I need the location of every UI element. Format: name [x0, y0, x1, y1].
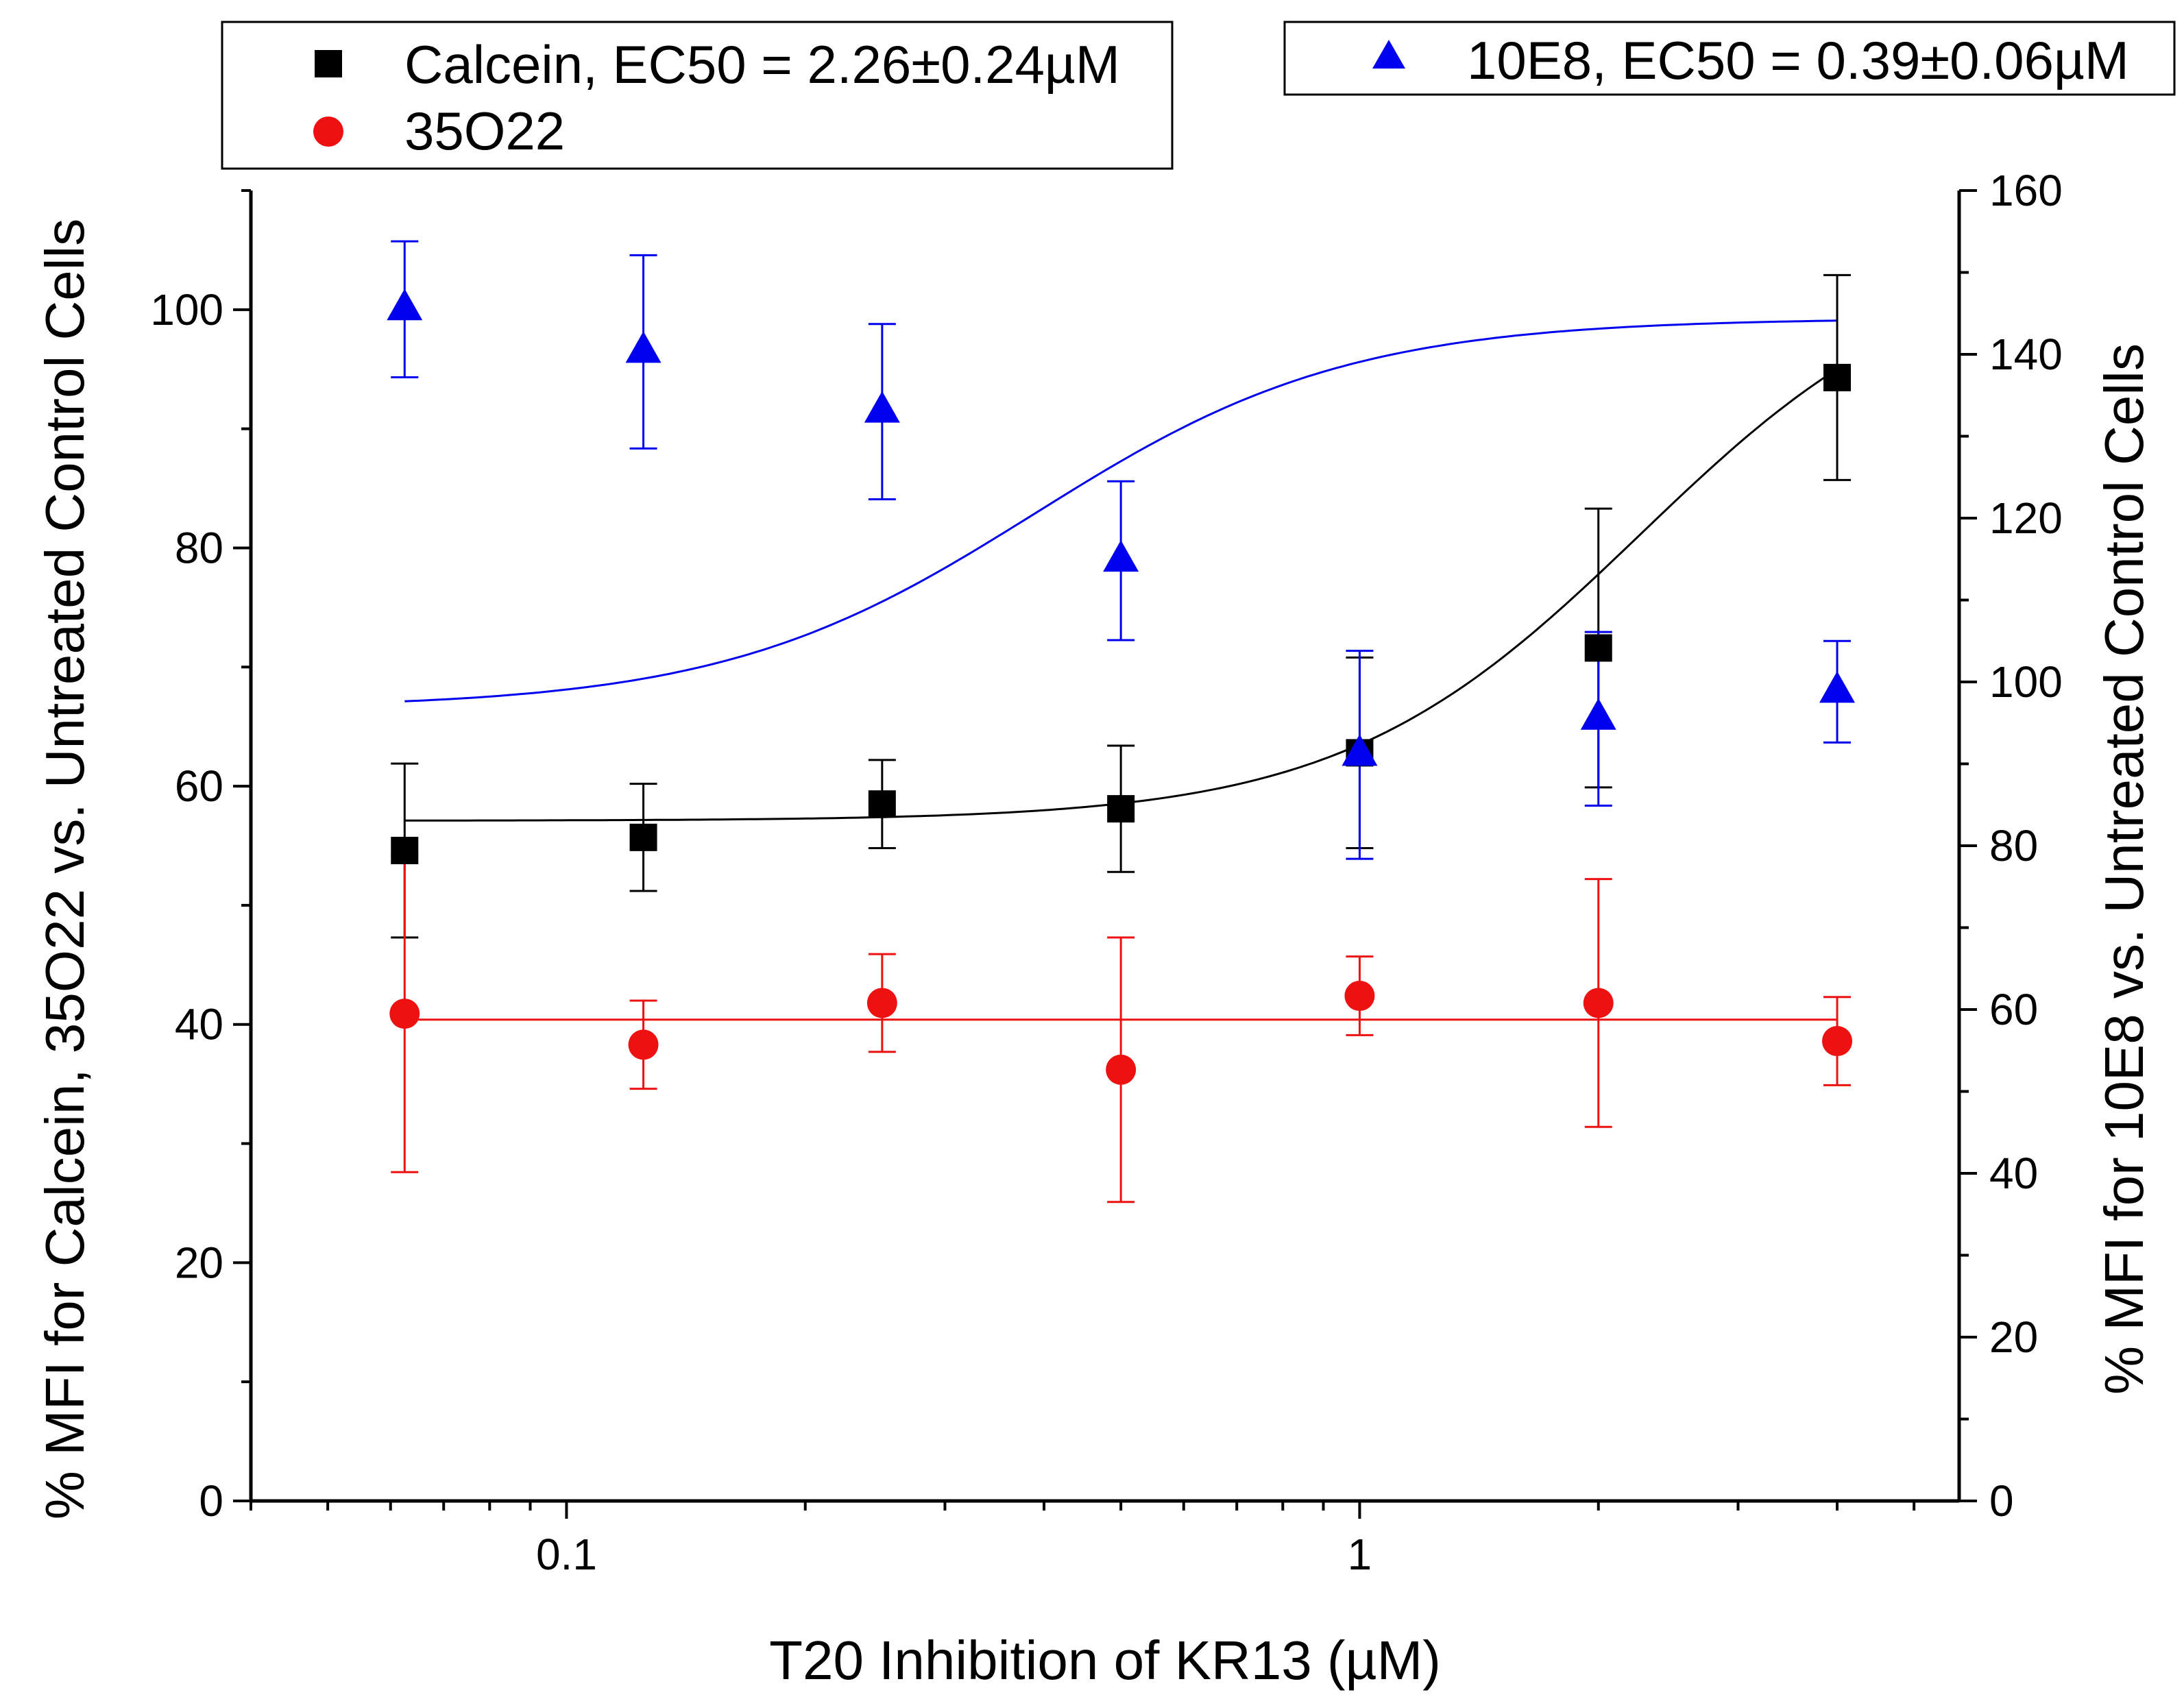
y-left-tick-label: 80 [175, 523, 223, 572]
data-markers [387, 289, 1856, 1085]
point-calcein [391, 836, 419, 864]
axis-ticks: 0.1 1 0 20 40 60 80 100 0 20 40 60 80 100 120 140 160 [150, 166, 2063, 1579]
point-calcein [629, 823, 657, 851]
fit-curve-10e8 [404, 319, 1838, 702]
x-axis-title: T20 Inhibition of KR13 (µM) [769, 1630, 1441, 1691]
point-35o22 [1822, 1026, 1853, 1057]
y-right-tick-label: 140 [1989, 330, 2063, 379]
point-35o22 [866, 988, 897, 1018]
legend-calcein-label: Calcein, EC50 = 2.26±0.24µM [404, 34, 1120, 95]
point-10e8 [625, 331, 662, 363]
right-axis-title: % MFI for 10E8 vs. Untreated Control Cel… [2094, 343, 2155, 1395]
y-right-tick-label: 100 [1989, 657, 2063, 707]
y-right-tick-label: 120 [1989, 493, 2063, 543]
point-35o22 [389, 999, 420, 1029]
y-right-tick-label: 40 [1989, 1149, 2038, 1198]
point-calcein [1107, 795, 1135, 823]
point-10e8 [1580, 698, 1616, 730]
left-axis-title: % MFI for Calcein, 35O22 vs. Untreated C… [34, 219, 95, 1520]
y-left-tick-label: 0 [199, 1476, 223, 1526]
point-35o22 [1583, 988, 1614, 1018]
point-calcein [868, 790, 896, 818]
x-tick-label: 0.1 [536, 1530, 597, 1579]
y-left-tick-label: 20 [175, 1238, 223, 1287]
legend-35o22-marker [313, 117, 343, 147]
x-tick-label: 1 [1348, 1530, 1372, 1579]
y-right-tick-label: 160 [1989, 166, 2063, 215]
legend-right: 10E8, EC50 = 0.39±0.06µM [1283, 21, 2176, 96]
y-left-tick-label: 100 [150, 285, 223, 334]
y-right-tick-label: 80 [1989, 821, 2038, 870]
point-10e8 [1103, 540, 1139, 572]
legend-calcein-marker [315, 50, 342, 77]
point-10e8 [864, 391, 900, 423]
y-left-tick-label: 40 [175, 1000, 223, 1049]
point-calcein [1823, 363, 1852, 391]
point-35o22 [1106, 1054, 1137, 1085]
y-right-tick-label: 20 [1989, 1312, 2038, 1362]
y-left-tick-label: 60 [175, 761, 223, 811]
point-35o22 [1344, 981, 1375, 1012]
legend-left-box [221, 21, 1174, 170]
point-10e8 [1342, 734, 1378, 766]
legend-35o22-label: 35O22 [404, 101, 565, 161]
point-10e8 [1819, 671, 1856, 703]
legend-10e8-marker [1372, 40, 1405, 69]
legend-right-box [1283, 21, 2176, 96]
point-calcein [1584, 634, 1612, 662]
point-10e8 [387, 289, 423, 321]
point-35o22 [628, 1029, 659, 1060]
y-right-tick-label: 60 [1989, 985, 2038, 1034]
y-right-tick-label: 0 [1989, 1476, 2014, 1526]
legend-left: Calcein, EC50 = 2.26±0.24µM 35O22 [221, 21, 1174, 170]
legend-10e8-label: 10E8, EC50 = 0.39±0.06µM [1467, 30, 2129, 90]
